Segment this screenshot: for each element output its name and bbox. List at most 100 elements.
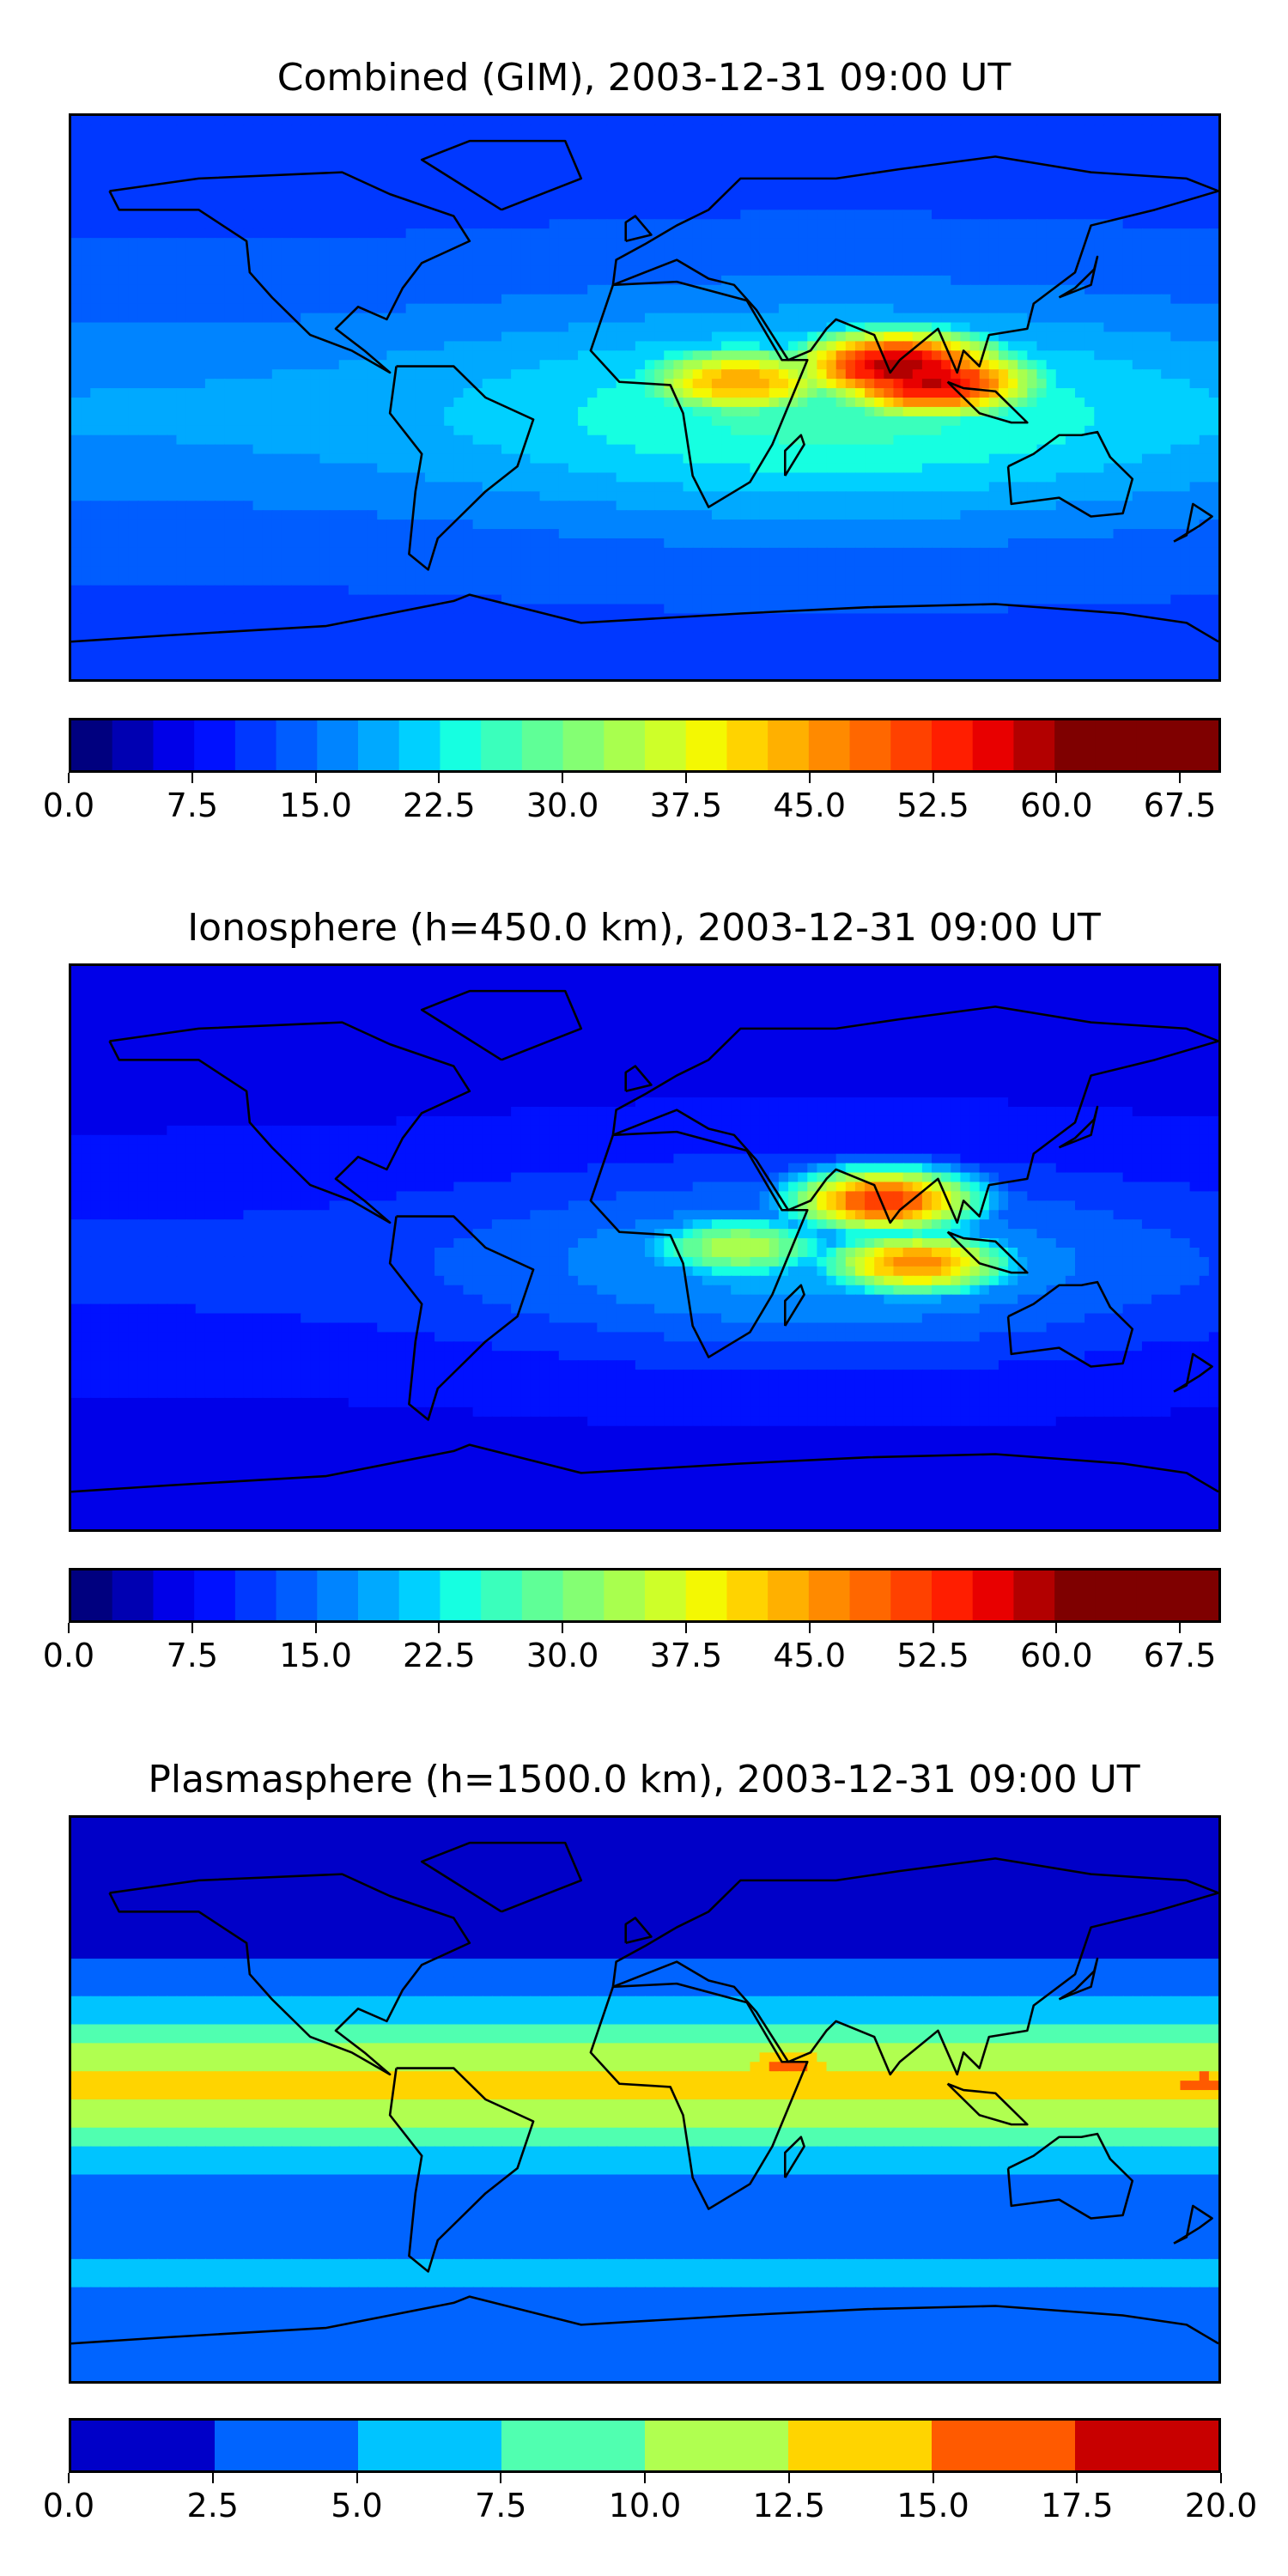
heatmap-cell [204,294,216,305]
heatmap-cell [597,501,608,512]
heatmap-cell [1075,463,1086,474]
heatmap-cell [81,162,92,173]
heatmap-cell [921,228,933,240]
heatmap-cell [845,219,857,230]
heatmap-cell [884,265,895,276]
heatmap-cell [137,162,149,173]
heatmap-cell [817,416,828,427]
heatmap-cell [539,388,550,399]
heatmap-cell [1065,425,1077,436]
heatmap-cell [204,434,216,446]
heatmap-cell [396,444,407,455]
heatmap-cell [788,181,799,192]
heatmap-cell [1161,275,1172,286]
heatmap-cell [798,341,809,352]
heatmap-cell [358,463,369,474]
heatmap-cell [271,191,283,202]
heatmap-cell [1151,116,1163,127]
heatmap-cell [491,379,503,390]
heatmap-cell [271,257,283,268]
heatmap-cell [424,331,436,343]
heatmap-cell [310,482,321,493]
heatmap-cell [491,247,503,258]
heatmap-cell [798,284,809,295]
heatmap-cell [1141,172,1153,183]
heatmap-cell [597,143,608,155]
heatmap-cell [1199,406,1210,417]
heatmap-cell [932,303,943,314]
heatmap-cell [271,501,283,512]
heatmap-cell [501,434,513,446]
heatmap-cell [128,416,140,427]
heatmap-cell [281,331,293,343]
heatmap-cell [100,491,111,502]
heatmap-cell [625,134,636,145]
heatmap-cell [1151,482,1163,493]
heatmap-cell [854,463,866,474]
heatmap-cell [530,444,541,455]
heatmap-cell [444,134,455,145]
heatmap-cell [319,388,331,399]
heatmap-cell [558,350,570,361]
heatmap-cell [358,265,369,276]
heatmap-cell [1141,265,1153,276]
heatmap-cell [215,181,226,192]
heatmap-cell [740,238,751,249]
heatmap-cell [1094,294,1105,305]
heatmap-cell [874,247,885,258]
heatmap-cell [597,398,608,409]
heatmap-cell [281,388,293,399]
heatmap-cell [826,125,837,136]
heatmap-cell [1180,388,1191,399]
heatmap-cell [798,200,809,211]
heatmap-cell [702,453,714,465]
heatmap-cell [731,322,742,333]
heatmap-cell [558,322,570,333]
heatmap-cell [721,238,732,249]
heatmap-cell [740,331,751,343]
heatmap-cell [453,444,465,455]
heatmap-cell [759,200,770,211]
heatmap-cell [798,379,809,390]
heatmap-cell [721,153,732,164]
heatmap-cell [291,388,302,399]
heatmap-cell [865,143,876,155]
heatmap-cell [1055,482,1066,493]
heatmap-cell [1075,453,1086,465]
heatmap-cell [884,143,895,155]
heatmap-cell [358,284,369,295]
heatmap-cell [960,125,971,136]
heatmap-cell [167,265,178,276]
heatmap-cell [692,200,703,211]
heatmap-cell [377,331,388,343]
heatmap-cell [854,265,866,276]
heatmap-cell [664,453,675,465]
heatmap-cell [1075,275,1086,286]
heatmap-cell [204,350,216,361]
heatmap-cell [1141,472,1153,483]
heatmap-cell [262,125,273,136]
heatmap-cell [195,453,206,465]
heatmap-cell [874,181,885,192]
heatmap-cell [195,444,206,455]
heatmap-cell [817,200,828,211]
heatmap-cell [71,210,82,221]
heatmap-cell [1075,444,1086,455]
heatmap-cell [635,406,647,417]
heatmap-cell [921,265,933,276]
heatmap-cell [185,162,197,173]
heatmap-cell [539,360,550,371]
heatmap-cell [1055,379,1066,390]
heatmap-cell [271,472,283,483]
heatmap-cell [1180,153,1191,164]
heatmap-cell [1199,228,1210,240]
heatmap-cell [195,284,206,295]
heatmap-cell [711,341,723,352]
heatmap-cell [157,219,168,230]
heatmap-cell [1161,247,1172,258]
heatmap-cell [348,416,360,427]
heatmap-cell [769,210,780,221]
heatmap-cell [1094,200,1105,211]
heatmap-cell [951,482,962,493]
heatmap-cell [759,463,770,474]
